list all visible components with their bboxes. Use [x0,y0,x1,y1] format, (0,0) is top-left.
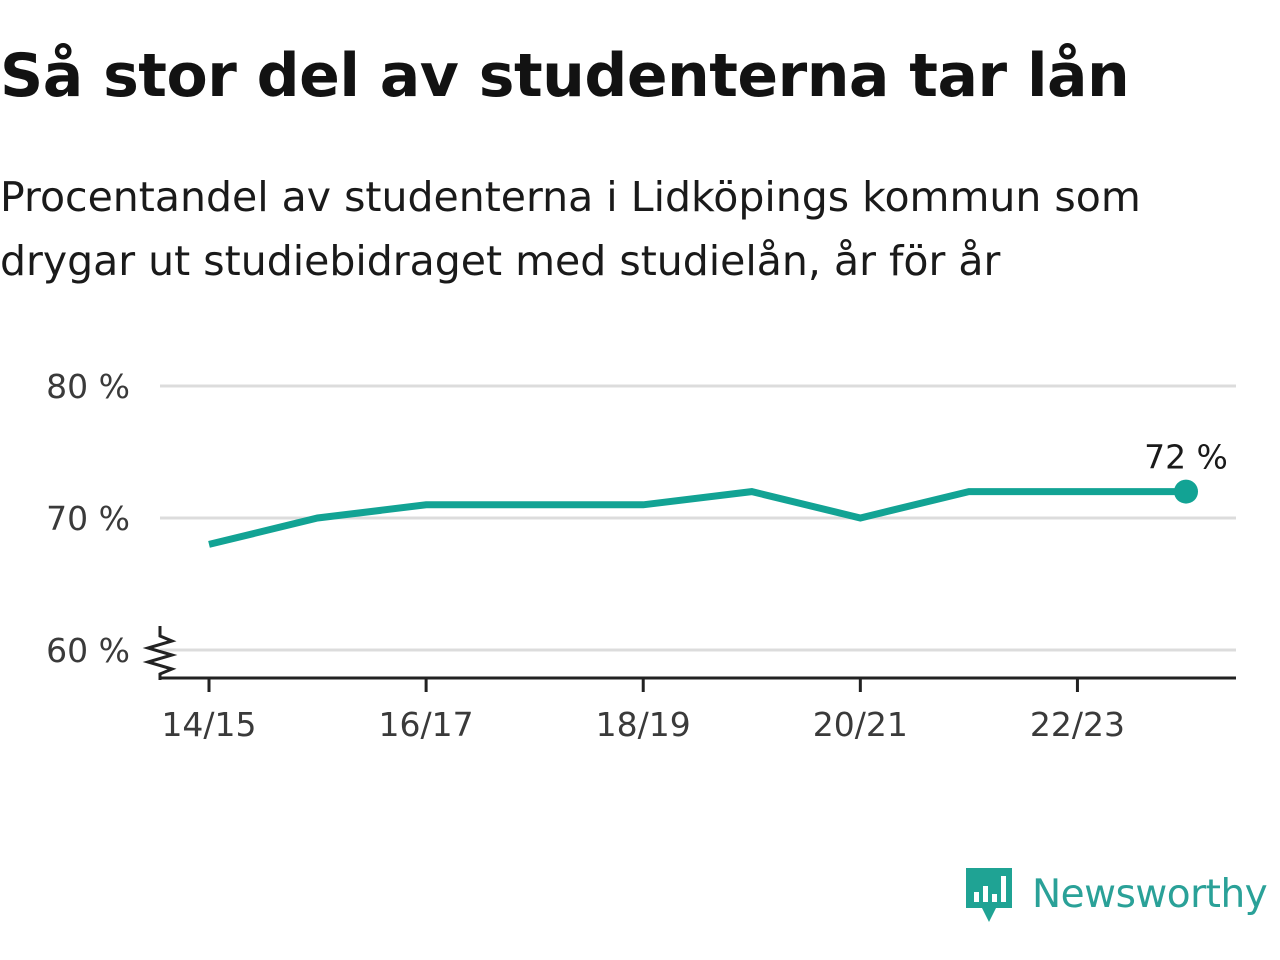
axis-break-icon [142,626,178,680]
y-axis-break [142,626,178,680]
last-value-label: 72 % [1144,438,1228,477]
y-tick-label: 70 % [46,499,130,538]
value-label-layer: 72 % [1144,438,1228,477]
x-tick-label: 20/21 [813,705,908,744]
last-point-marker [1174,479,1198,504]
series-layer [208,479,1198,548]
newsworthy-logo-text: Newsworthy [1032,872,1268,917]
x-tick-label: 18/19 [596,705,691,744]
x-tick-label: 22/23 [1030,705,1125,744]
newsworthy-logo: Newsworthy [964,866,1268,924]
x-tick-label: 14/15 [161,705,256,744]
chart-title: Så stor del av studenterna tar lån [0,41,1130,111]
chart-subtitle: Procentandel av studenterna i Lidköpings… [0,173,1141,285]
y-tick-label: 60 % [46,631,130,670]
series-line [208,488,1186,548]
x-axis: 14/15 16/17 18/19 20/21 22/23 [160,676,1236,744]
y-tick-label: 80 % [46,367,130,406]
newsworthy-logo-icon [966,868,1012,922]
y-axis-labels: 60 % 70 % 80 % [46,367,130,670]
x-tick-label: 16/17 [379,705,474,744]
